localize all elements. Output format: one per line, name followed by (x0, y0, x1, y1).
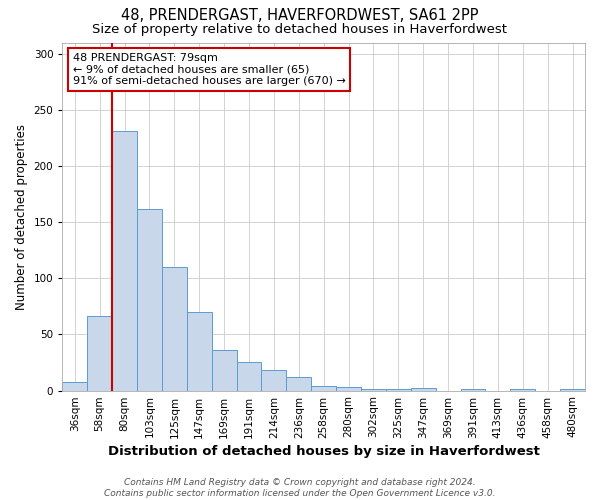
Bar (212, 350, 236, 391)
Bar (62, 382, 87, 390)
Text: Contains HM Land Registry data © Crown copyright and database right 2024.
Contai: Contains HM Land Registry data © Crown c… (104, 478, 496, 498)
Bar (112, 131, 137, 390)
X-axis label: Distribution of detached houses by size in Haverfordwest: Distribution of detached houses by size … (108, 444, 539, 458)
Bar (137, 208, 162, 390)
Text: 48, PRENDERGAST, HAVERFORDWEST, SA61 2PP: 48, PRENDERGAST, HAVERFORDWEST, SA61 2PP (121, 8, 479, 22)
Bar (87, 316, 112, 390)
Bar (286, 377, 311, 390)
Bar (336, 387, 361, 390)
Bar (411, 388, 436, 390)
Text: Size of property relative to detached houses in Haverfordwest: Size of property relative to detached ho… (92, 22, 508, 36)
Bar (236, 362, 262, 390)
Bar (262, 370, 286, 390)
Bar (162, 267, 187, 390)
Text: 48 PRENDERGAST: 79sqm
← 9% of detached houses are smaller (65)
91% of semi-detac: 48 PRENDERGAST: 79sqm ← 9% of detached h… (73, 53, 346, 86)
Bar (187, 312, 212, 390)
Y-axis label: Number of detached properties: Number of detached properties (15, 124, 28, 310)
Bar (311, 386, 336, 390)
